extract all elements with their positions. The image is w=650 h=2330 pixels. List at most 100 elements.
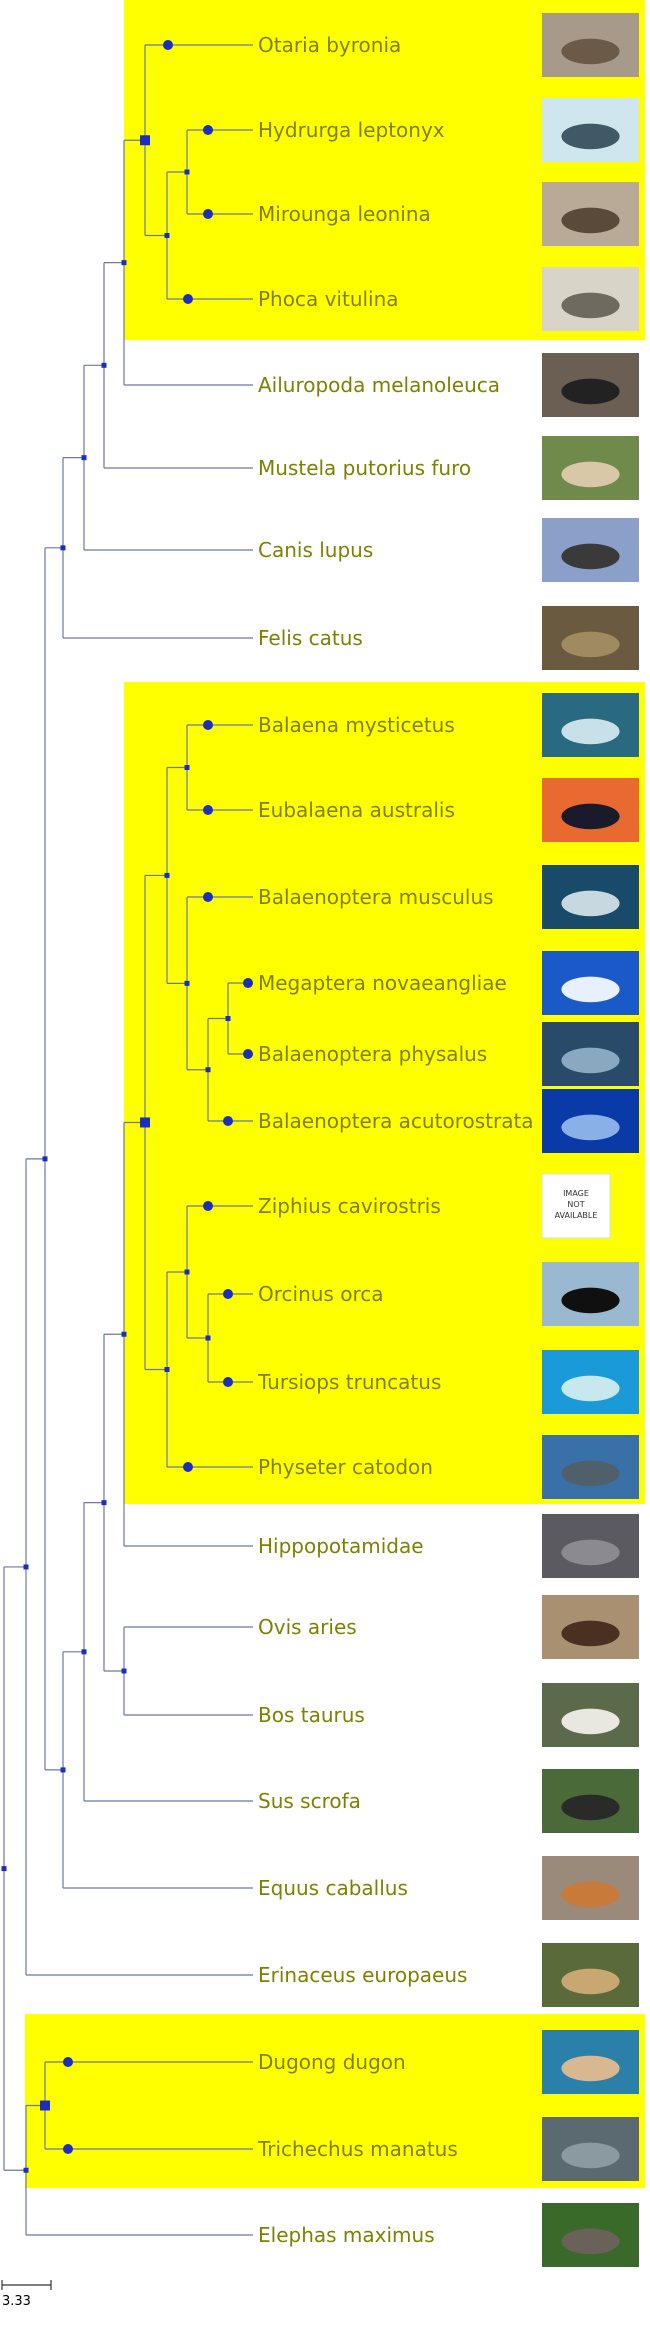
clade-node-marker [140, 1117, 150, 1128]
image-not-available: IMAGE NOT AVAILABLE [541, 1173, 611, 1239]
internal-node-marker [121, 1668, 127, 1674]
taxon-label-tursiops: Tursiops truncatus [257, 1370, 441, 1394]
orca-photo [542, 1262, 639, 1326]
cat-photo [542, 606, 639, 670]
hedgehog-photo [542, 1943, 639, 2007]
clade-node-marker [40, 2100, 50, 2111]
sheep-photo [542, 1595, 639, 1659]
taxon-label-trichechus: Trichechus manatus [257, 2137, 458, 2161]
cow-photo [542, 1683, 639, 1747]
taxon-label-bphysalus: Balaenoptera physalus [258, 1042, 487, 1066]
taxon-labels: Otaria byronia Hydrurga leptonyx Mirounga … [257, 33, 534, 2247]
internal-node-marker [23, 1564, 29, 1570]
internal-node-marker [23, 2167, 29, 2173]
bowhead-whale-photo [542, 693, 639, 757]
giant-panda-photo [542, 353, 639, 417]
taxon-label-hippo: Hippopotamidae [258, 1534, 424, 1558]
taxon-label-bmusculus: Balaenoptera musculus [258, 885, 494, 909]
taxon-label-erinaceus: Erinaceus europaeus [258, 1963, 467, 1987]
sea-lion-photo [542, 13, 639, 77]
taxon-label-felis: Felis catus [258, 626, 363, 650]
tip-node-dot [203, 125, 213, 135]
hippo-photo [542, 1514, 639, 1578]
taxon-label-orcinus: Orcinus orca [258, 1282, 383, 1306]
taxon-label-physeter: Physeter catodon [258, 1455, 433, 1479]
tip-node-dot [243, 978, 253, 988]
thumb-placeholder-text: NOT [567, 1200, 584, 1209]
tip-node-dot [203, 720, 213, 730]
taxon-label-mustela: Mustela putorius furo [258, 456, 471, 480]
internal-node-marker [164, 233, 170, 238]
internal-node-marker [184, 169, 190, 175]
harbor-seal-photo [542, 267, 639, 331]
fin-whale-photo [542, 1022, 639, 1086]
tip-node-dot [223, 1289, 233, 1299]
tip-node-dot [183, 1462, 193, 1472]
elephant-photo [542, 2203, 639, 2267]
internal-node-marker [60, 1767, 66, 1773]
minke-whale-photo [542, 1089, 639, 1153]
internal-node-marker [205, 1067, 211, 1073]
right-whale-tail-photo [542, 778, 639, 842]
wolf-photo [542, 518, 639, 582]
ferret-photo [542, 436, 639, 500]
taxon-thumbnails: IMAGE NOT AVAILABLE [541, 13, 639, 2267]
internal-node-marker [121, 1331, 127, 1337]
taxon-label-bos: Bos taurus [258, 1703, 365, 1727]
internal-node-marker [101, 1500, 107, 1506]
tip-node-dot [203, 805, 213, 815]
taxon-label-phoca: Phoca vitulina [258, 287, 399, 311]
internal-node-marker [1, 1866, 7, 1872]
taxon-label-bacuto: Balaenoptera acutorostrata [258, 1109, 534, 1133]
internal-node-marker [42, 1156, 48, 1162]
taxon-label-balaena: Balaena mysticetus [258, 713, 455, 737]
tip-node-dot [163, 40, 173, 50]
taxon-label-hydrurga: Hydrurga leptonyx [258, 118, 445, 142]
blue-whale-photo [542, 865, 639, 929]
manatee-photo [542, 2117, 639, 2181]
dugong-photo [542, 2030, 639, 2094]
internal-node-marker [205, 1335, 211, 1341]
tip-node-dot [183, 294, 193, 304]
tip-node-dot [203, 1201, 213, 1211]
clade-node-marker [140, 135, 150, 146]
scale-bar: 3.33 [1, 2280, 52, 2309]
taxon-label-equus: Equus caballus [258, 1876, 408, 1900]
tip-node-dot [223, 1116, 233, 1126]
highlight-sirenians [25, 2014, 645, 2188]
leopard-seal-photo [542, 98, 639, 162]
boar-photo [542, 1769, 639, 1833]
taxon-label-ovis: Ovis aries [258, 1615, 357, 1639]
thumb-placeholder-text: AVAILABLE [555, 1211, 598, 1220]
internal-node-marker [81, 455, 87, 461]
tip-node-dot [203, 209, 213, 219]
taxon-label-otaria: Otaria byronia [258, 33, 401, 57]
tip-node-dot [243, 1049, 253, 1059]
internal-node-marker [121, 260, 127, 266]
tree-nodes [1, 40, 253, 2173]
taxon-label-elephas: Elephas maximus [258, 2223, 435, 2247]
internal-node-marker [164, 872, 170, 878]
internal-node-marker [184, 1269, 190, 1275]
taxon-label-megaptera: Megaptera novaeangliae [258, 971, 507, 995]
taxon-label-ailuropoda: Ailuropoda melanoleuca [258, 373, 500, 397]
taxon-label-canis: Canis lupus [258, 538, 373, 562]
internal-node-marker [184, 980, 190, 986]
elephant-seal-photo [542, 182, 639, 246]
internal-node-marker [60, 545, 66, 551]
internal-node-marker [225, 1016, 231, 1021]
tip-node-dot [63, 2057, 73, 2067]
internal-node-marker [81, 1649, 87, 1655]
internal-node-marker [164, 1367, 170, 1372]
taxon-label-sus: Sus scrofa [258, 1789, 361, 1813]
tip-node-dot [223, 1377, 233, 1387]
dolphin-photo [542, 1350, 639, 1414]
taxon-label-dugong: Dugong dugon [258, 2050, 406, 2074]
internal-node-marker [101, 362, 107, 368]
taxon-label-ziphius: Ziphius cavirostris [258, 1194, 441, 1218]
horse-photo [542, 1856, 639, 1920]
internal-node-marker [184, 765, 190, 770]
tip-node-dot [63, 2144, 73, 2154]
tip-node-dot [203, 892, 213, 902]
